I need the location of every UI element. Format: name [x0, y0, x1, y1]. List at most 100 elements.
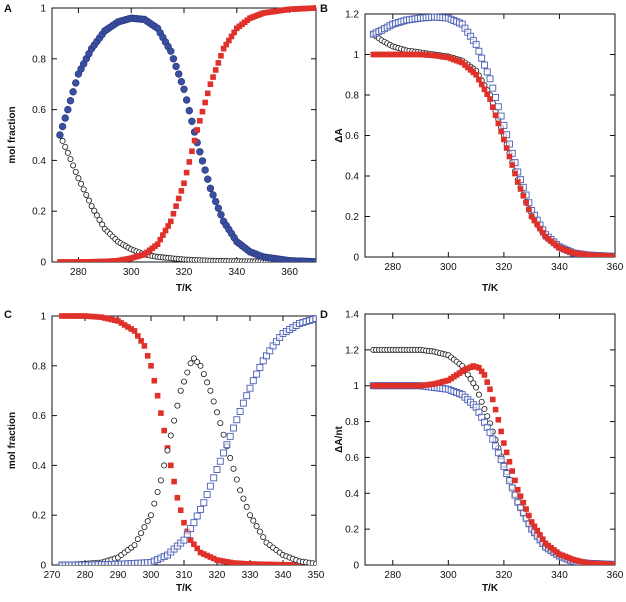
panel-c-point-red [62, 313, 68, 319]
panel-a-point-red [160, 232, 166, 238]
panel-a-point-black [78, 180, 85, 187]
panel-d-point-blue [503, 470, 511, 478]
panel-b-point-red [534, 221, 541, 228]
panel-a-x-tick-label: 320 [176, 267, 193, 278]
panel-c-point-black [174, 402, 181, 409]
panel-c-point-blue [183, 530, 191, 538]
panel-d-point-blue [508, 484, 516, 492]
panel-c-point-blue [210, 474, 218, 482]
panel-b-y-tick-label: 0.6 [345, 131, 359, 142]
panel-c-point-red [187, 537, 194, 543]
panel-c-point-red [273, 561, 280, 565]
panel-b-point-red [537, 225, 543, 232]
panel-c-point-red [125, 324, 131, 330]
panel-d-point-red [523, 506, 529, 512]
panel-c-point-black [256, 528, 263, 535]
panel-d: D 280 300 320 340 360 0 0.2 0.4 0.6 0.8 1 1.2 1.4 T/K Δ… [320, 309, 624, 594]
panel-c-point-red [201, 551, 207, 557]
panel-a-y-tick-label: 0.8 [32, 54, 46, 65]
panel-a-point-blue [180, 85, 188, 93]
panel-c-point-red [214, 557, 220, 563]
panel-a-point-black [80, 186, 87, 193]
panel-c-point-black [177, 387, 184, 394]
panel-c-letter: C [4, 309, 12, 321]
panel-a-point-blue [177, 77, 186, 86]
panel-b: B 280 300 320 340 360 0 0.2 0.4 0.6 0.8 1 1.2 T/K ΔA [320, 3, 624, 294]
panel-d-point-red [478, 368, 485, 375]
panel-c-series-blue [58, 315, 316, 565]
panel-c-series-black [58, 355, 316, 565]
panel-b-point-blue [486, 75, 494, 83]
panel-a-point-red [197, 117, 203, 124]
panel-c-point-black [194, 359, 201, 366]
panel-c-y-tick-label: 1 [40, 312, 46, 323]
panel-a-point-red [231, 29, 237, 36]
panel-c-point-red [283, 561, 290, 565]
panel-a-point-black [59, 137, 66, 144]
panel-c-point-blue [223, 441, 231, 449]
panel-c-point-red [92, 313, 98, 320]
panel-b-point-red [503, 145, 510, 151]
panel-c-x-tick-label: 310 [176, 570, 193, 581]
panel-a-x-axis-label: T/K [176, 283, 193, 294]
panel-a-point-red [175, 195, 182, 202]
panel-c-point-red [197, 549, 204, 556]
panel-d-point-red [514, 486, 521, 493]
panel-c-point-black [313, 560, 316, 565]
panel-c-series-red [59, 313, 316, 565]
panel-a-point-red [194, 127, 200, 133]
panel-c-point-black [147, 512, 154, 519]
panel-c-point-blue [206, 482, 214, 490]
panel-c-point-blue [246, 384, 254, 392]
panel-d-letter: D [320, 309, 328, 321]
panel-a-point-black [62, 143, 69, 150]
panel-d-point-red [539, 536, 546, 542]
panel-a-point-red [226, 37, 232, 44]
panel-b-point-blue [497, 112, 505, 120]
panel-a-point-blue [188, 117, 196, 125]
panel-a-point-red [178, 188, 185, 194]
panel-a-point-black [72, 168, 79, 175]
panel-b-point-blue [492, 93, 500, 101]
panel-d-point-red [495, 416, 502, 423]
panel-a-point-red [157, 236, 164, 243]
panel-c-point-black [237, 487, 244, 494]
panel-a-point-blue [201, 166, 209, 174]
panel-c-point-red [227, 559, 233, 565]
panel-d-point-red [526, 512, 532, 519]
panel-d-point-red [520, 499, 527, 506]
panel-c-x-tick-label: 290 [110, 570, 127, 581]
panel-c-point-red [270, 561, 276, 565]
panel-d-point-blue [489, 435, 497, 443]
panel-d-point-red [612, 561, 615, 565]
panel-c-point-black [190, 355, 197, 362]
panel-d-point-red [517, 493, 524, 499]
panel-b-point-red [539, 229, 546, 236]
panel-c-point-black [161, 462, 168, 469]
panel-c-point-black [210, 398, 217, 405]
panel-d-point-red [492, 406, 499, 413]
panel-b-y-tick-label: 0 [353, 253, 359, 264]
panel-a-point-blue [182, 96, 191, 104]
panel-a-point-red [202, 99, 208, 106]
panel-c-point-red [257, 561, 263, 565]
panel-a-y-tick-label: 1 [40, 4, 46, 15]
panel-c-point-red [161, 427, 167, 434]
panel-c-point-blue [180, 536, 188, 544]
panel-c-point-black [253, 523, 260, 530]
panel-d-point-red [501, 440, 507, 446]
panel-c-point-black [250, 517, 257, 524]
panel-b-point-blue [500, 121, 508, 129]
panel-a-point-black [91, 207, 98, 214]
panel-d-point-blue [511, 491, 519, 499]
panel-c-point-red [204, 552, 210, 559]
panel-c-x-axis-label: T/K [176, 583, 193, 594]
panel-c-point-blue [233, 416, 241, 424]
panel-a-point-red [210, 74, 216, 80]
panel-c-point-blue [243, 392, 251, 400]
panel-c-point-red [237, 560, 243, 565]
panel-a-point-red [189, 148, 195, 155]
panel-c-point-red [144, 353, 151, 359]
panel-c-point-red [135, 333, 141, 339]
